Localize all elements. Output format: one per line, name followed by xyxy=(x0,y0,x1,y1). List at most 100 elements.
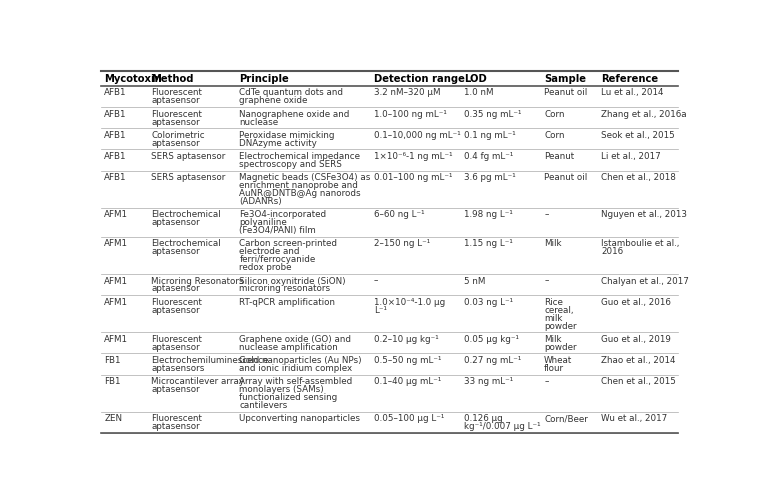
Text: polyaniline: polyaniline xyxy=(239,218,287,227)
Text: ZEN: ZEN xyxy=(104,414,122,423)
Text: Milk: Milk xyxy=(544,240,562,248)
Text: enrichment nanoprobe and: enrichment nanoprobe and xyxy=(239,181,358,190)
Text: 1.0–100 ng mL⁻¹: 1.0–100 ng mL⁻¹ xyxy=(374,109,447,119)
Text: Silicon oxynitride (SiON): Silicon oxynitride (SiON) xyxy=(239,277,346,286)
Text: Istamboulie et al.,: Istamboulie et al., xyxy=(601,240,679,248)
Text: aptasensors: aptasensors xyxy=(151,364,204,373)
Text: 0.1 ng mL⁻¹: 0.1 ng mL⁻¹ xyxy=(464,131,516,140)
Text: Wheat: Wheat xyxy=(544,356,572,365)
Text: 0.126 μg: 0.126 μg xyxy=(464,414,503,423)
Text: Nanographene oxide and: Nanographene oxide and xyxy=(239,109,350,119)
Text: Fluorescent: Fluorescent xyxy=(151,89,202,98)
Text: 1.98 ng L⁻¹: 1.98 ng L⁻¹ xyxy=(464,210,513,219)
Text: DNAzyme activity: DNAzyme activity xyxy=(239,139,317,148)
Text: nuclease: nuclease xyxy=(239,117,279,127)
Text: flour: flour xyxy=(544,364,564,373)
Text: 0.01–100 ng mL⁻¹: 0.01–100 ng mL⁻¹ xyxy=(374,173,452,182)
Text: Chalyan et al., 2017: Chalyan et al., 2017 xyxy=(601,277,689,286)
Text: kg⁻¹/0.007 μg L⁻¹: kg⁻¹/0.007 μg L⁻¹ xyxy=(464,422,541,431)
Text: Fe3O4-incorporated: Fe3O4-incorporated xyxy=(239,210,327,219)
Text: –: – xyxy=(544,377,549,386)
Text: ferri/ferrocyanide: ferri/ferrocyanide xyxy=(239,255,315,264)
Text: AFB1: AFB1 xyxy=(104,109,127,119)
Text: aptasensor: aptasensor xyxy=(151,343,200,352)
Text: 0.1–40 μg mL⁻¹: 0.1–40 μg mL⁻¹ xyxy=(374,377,441,386)
Text: Chen et al., 2018: Chen et al., 2018 xyxy=(601,173,676,182)
Text: Magnetic beads (CSFe3O4) as: Magnetic beads (CSFe3O4) as xyxy=(239,173,371,182)
Text: Microring Resonators: Microring Resonators xyxy=(151,277,244,286)
Text: Electrochemical impedance: Electrochemical impedance xyxy=(239,152,360,161)
Text: (ADANRs): (ADANRs) xyxy=(239,197,282,206)
Text: aptasensor: aptasensor xyxy=(151,306,200,315)
Text: –: – xyxy=(544,277,549,286)
Text: powder: powder xyxy=(544,343,577,352)
Text: Corn: Corn xyxy=(544,131,565,140)
Text: Zhang et al., 2016a: Zhang et al., 2016a xyxy=(601,109,687,119)
Text: 0.05–100 μg L⁻¹: 0.05–100 μg L⁻¹ xyxy=(374,414,444,423)
Text: Corn: Corn xyxy=(544,109,565,119)
Text: Peroxidase mimicking: Peroxidase mimicking xyxy=(239,131,335,140)
Text: Electrochemical: Electrochemical xyxy=(151,210,221,219)
Text: 0.35 ng mL⁻¹: 0.35 ng mL⁻¹ xyxy=(464,109,522,119)
Text: 33 ng mL⁻¹: 33 ng mL⁻¹ xyxy=(464,377,514,386)
Text: SERS aptasensor: SERS aptasensor xyxy=(151,152,226,161)
Text: Method: Method xyxy=(151,74,194,84)
Text: aptasensor: aptasensor xyxy=(151,248,200,256)
Text: Peanut oil: Peanut oil xyxy=(544,89,587,98)
Text: AFM1: AFM1 xyxy=(104,298,128,307)
Text: Gold nanoparticles (Au NPs): Gold nanoparticles (Au NPs) xyxy=(239,356,362,365)
Text: Guo et al., 2016: Guo et al., 2016 xyxy=(601,298,671,307)
Text: Chen et al., 2015: Chen et al., 2015 xyxy=(601,377,676,386)
Text: redox probe: redox probe xyxy=(239,263,292,272)
Text: powder: powder xyxy=(544,322,577,331)
Text: aptasensor: aptasensor xyxy=(151,285,200,294)
Text: 0.1–10,000 ng mL⁻¹: 0.1–10,000 ng mL⁻¹ xyxy=(374,131,461,140)
Text: L⁻¹: L⁻¹ xyxy=(374,306,387,315)
Text: AFM1: AFM1 xyxy=(104,335,128,344)
Text: Microcantilever array: Microcantilever array xyxy=(151,377,244,386)
Text: 6–60 ng L⁻¹: 6–60 ng L⁻¹ xyxy=(374,210,424,219)
Text: Carbon screen-printed: Carbon screen-printed xyxy=(239,240,337,248)
Text: 0.4 fg mL⁻¹: 0.4 fg mL⁻¹ xyxy=(464,152,514,161)
Text: –: – xyxy=(544,210,549,219)
Text: Fluorescent: Fluorescent xyxy=(151,335,202,344)
Text: Rice: Rice xyxy=(544,298,563,307)
Text: AFB1: AFB1 xyxy=(104,89,127,98)
Text: (Fe3O4/PANI) film: (Fe3O4/PANI) film xyxy=(239,226,316,235)
Text: aptasensor: aptasensor xyxy=(151,139,200,148)
Text: and ionic iridium complex: and ionic iridium complex xyxy=(239,364,353,373)
Text: Sample: Sample xyxy=(544,74,586,84)
Text: 1.0 nM: 1.0 nM xyxy=(464,89,494,98)
Text: Seok et al., 2015: Seok et al., 2015 xyxy=(601,131,675,140)
Text: 0.2–10 μg kg⁻¹: 0.2–10 μg kg⁻¹ xyxy=(374,335,439,344)
Text: Electrochemiluminescence: Electrochemiluminescence xyxy=(151,356,269,365)
Text: Milk: Milk xyxy=(544,335,562,344)
Text: AFM1: AFM1 xyxy=(104,240,128,248)
Text: 0.5–50 ng mL⁻¹: 0.5–50 ng mL⁻¹ xyxy=(374,356,442,365)
Text: Fluorescent: Fluorescent xyxy=(151,298,202,307)
Text: FB1: FB1 xyxy=(104,377,121,386)
Text: cereal,: cereal, xyxy=(544,306,574,315)
Text: Nguyen et al., 2013: Nguyen et al., 2013 xyxy=(601,210,687,219)
Text: aptasensor: aptasensor xyxy=(151,218,200,227)
Text: LOD: LOD xyxy=(464,74,487,84)
Text: 0.05 μg kg⁻¹: 0.05 μg kg⁻¹ xyxy=(464,335,519,344)
Text: 5 nM: 5 nM xyxy=(464,277,486,286)
Text: Fluorescent: Fluorescent xyxy=(151,414,202,423)
Text: AuNR@DNTB@Ag nanorods: AuNR@DNTB@Ag nanorods xyxy=(239,189,361,198)
Text: Reference: Reference xyxy=(601,74,658,84)
Text: 1.15 ng L⁻¹: 1.15 ng L⁻¹ xyxy=(464,240,513,248)
Text: 3.6 pg mL⁻¹: 3.6 pg mL⁻¹ xyxy=(464,173,516,182)
Text: Detection range: Detection range xyxy=(374,74,464,84)
Text: AFM1: AFM1 xyxy=(104,210,128,219)
Text: Zhao et al., 2014: Zhao et al., 2014 xyxy=(601,356,676,365)
Text: 0.03 ng L⁻¹: 0.03 ng L⁻¹ xyxy=(464,298,514,307)
Text: Colorimetric: Colorimetric xyxy=(151,131,205,140)
Text: 2016: 2016 xyxy=(601,248,623,256)
Text: 1×10⁻⁶-1 ng mL⁻¹: 1×10⁻⁶-1 ng mL⁻¹ xyxy=(374,152,452,161)
Text: aptasensor: aptasensor xyxy=(151,117,200,127)
Text: Peanut: Peanut xyxy=(544,152,575,161)
Text: AFB1: AFB1 xyxy=(104,173,127,182)
Text: Electrochemical: Electrochemical xyxy=(151,240,221,248)
Text: SERS aptasensor: SERS aptasensor xyxy=(151,173,226,182)
